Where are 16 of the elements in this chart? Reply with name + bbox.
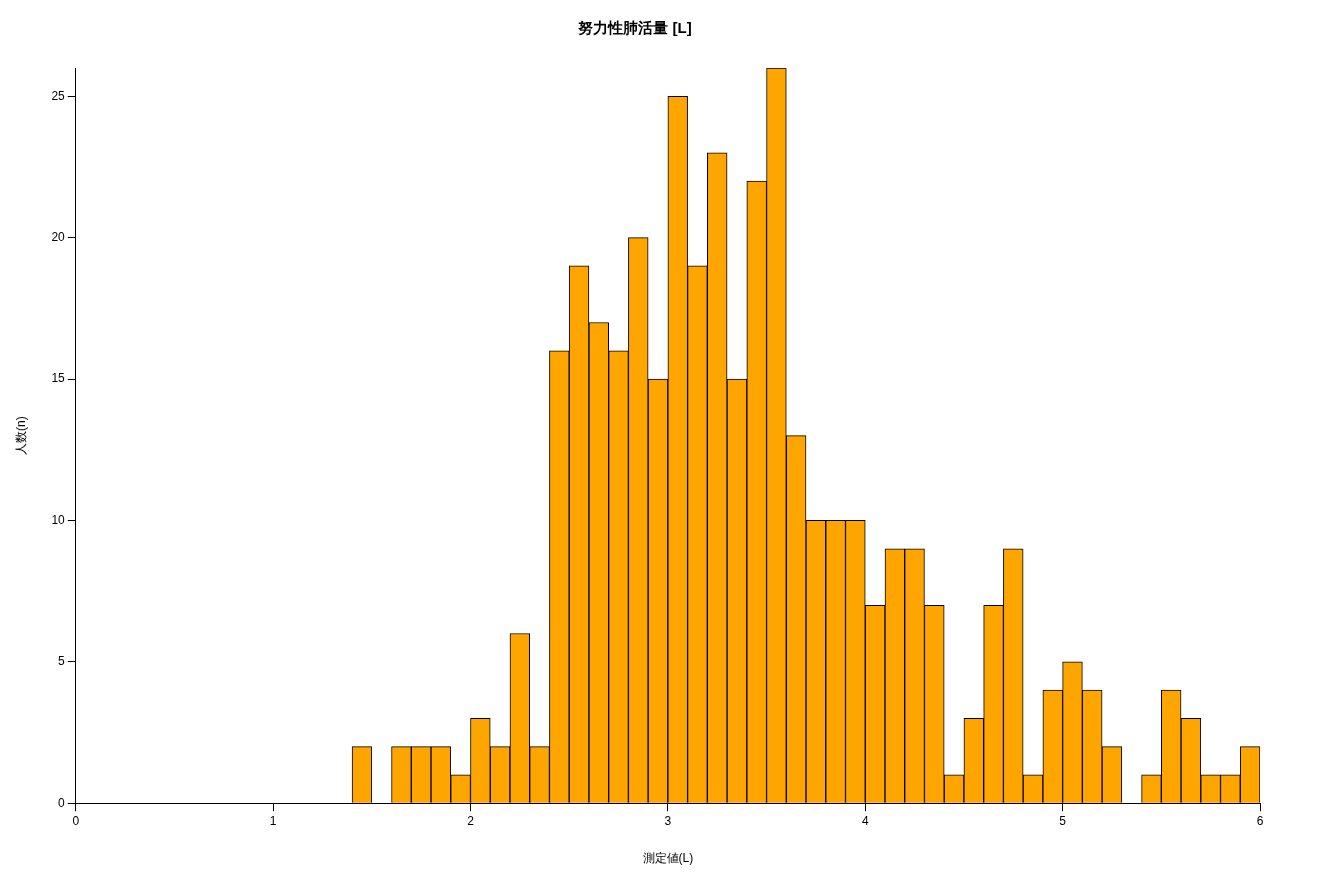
x-tick-label: 0	[72, 813, 80, 828]
x-tick-label: 2	[467, 813, 475, 828]
y-tick-label: 25	[51, 88, 66, 103]
y-tick-label: 15	[51, 371, 66, 386]
y-tick-label: 20	[51, 229, 66, 244]
x-tick-label: 6	[1256, 813, 1264, 828]
y-tick-label: 0	[58, 795, 66, 810]
y-axis-title: 人数(n)	[13, 416, 28, 455]
chart-title: 努力性肺活量 [L]	[578, 19, 692, 37]
x-tick-label: 5	[1059, 813, 1067, 828]
x-axis-title: 測定値(L)	[642, 851, 694, 866]
x-tick-label: 4	[861, 813, 869, 828]
y-tick-label: 10	[51, 512, 66, 527]
y-tick-label: 5	[58, 654, 66, 669]
x-tick-label: 3	[664, 813, 672, 828]
x-tick-label: 1	[269, 813, 277, 828]
